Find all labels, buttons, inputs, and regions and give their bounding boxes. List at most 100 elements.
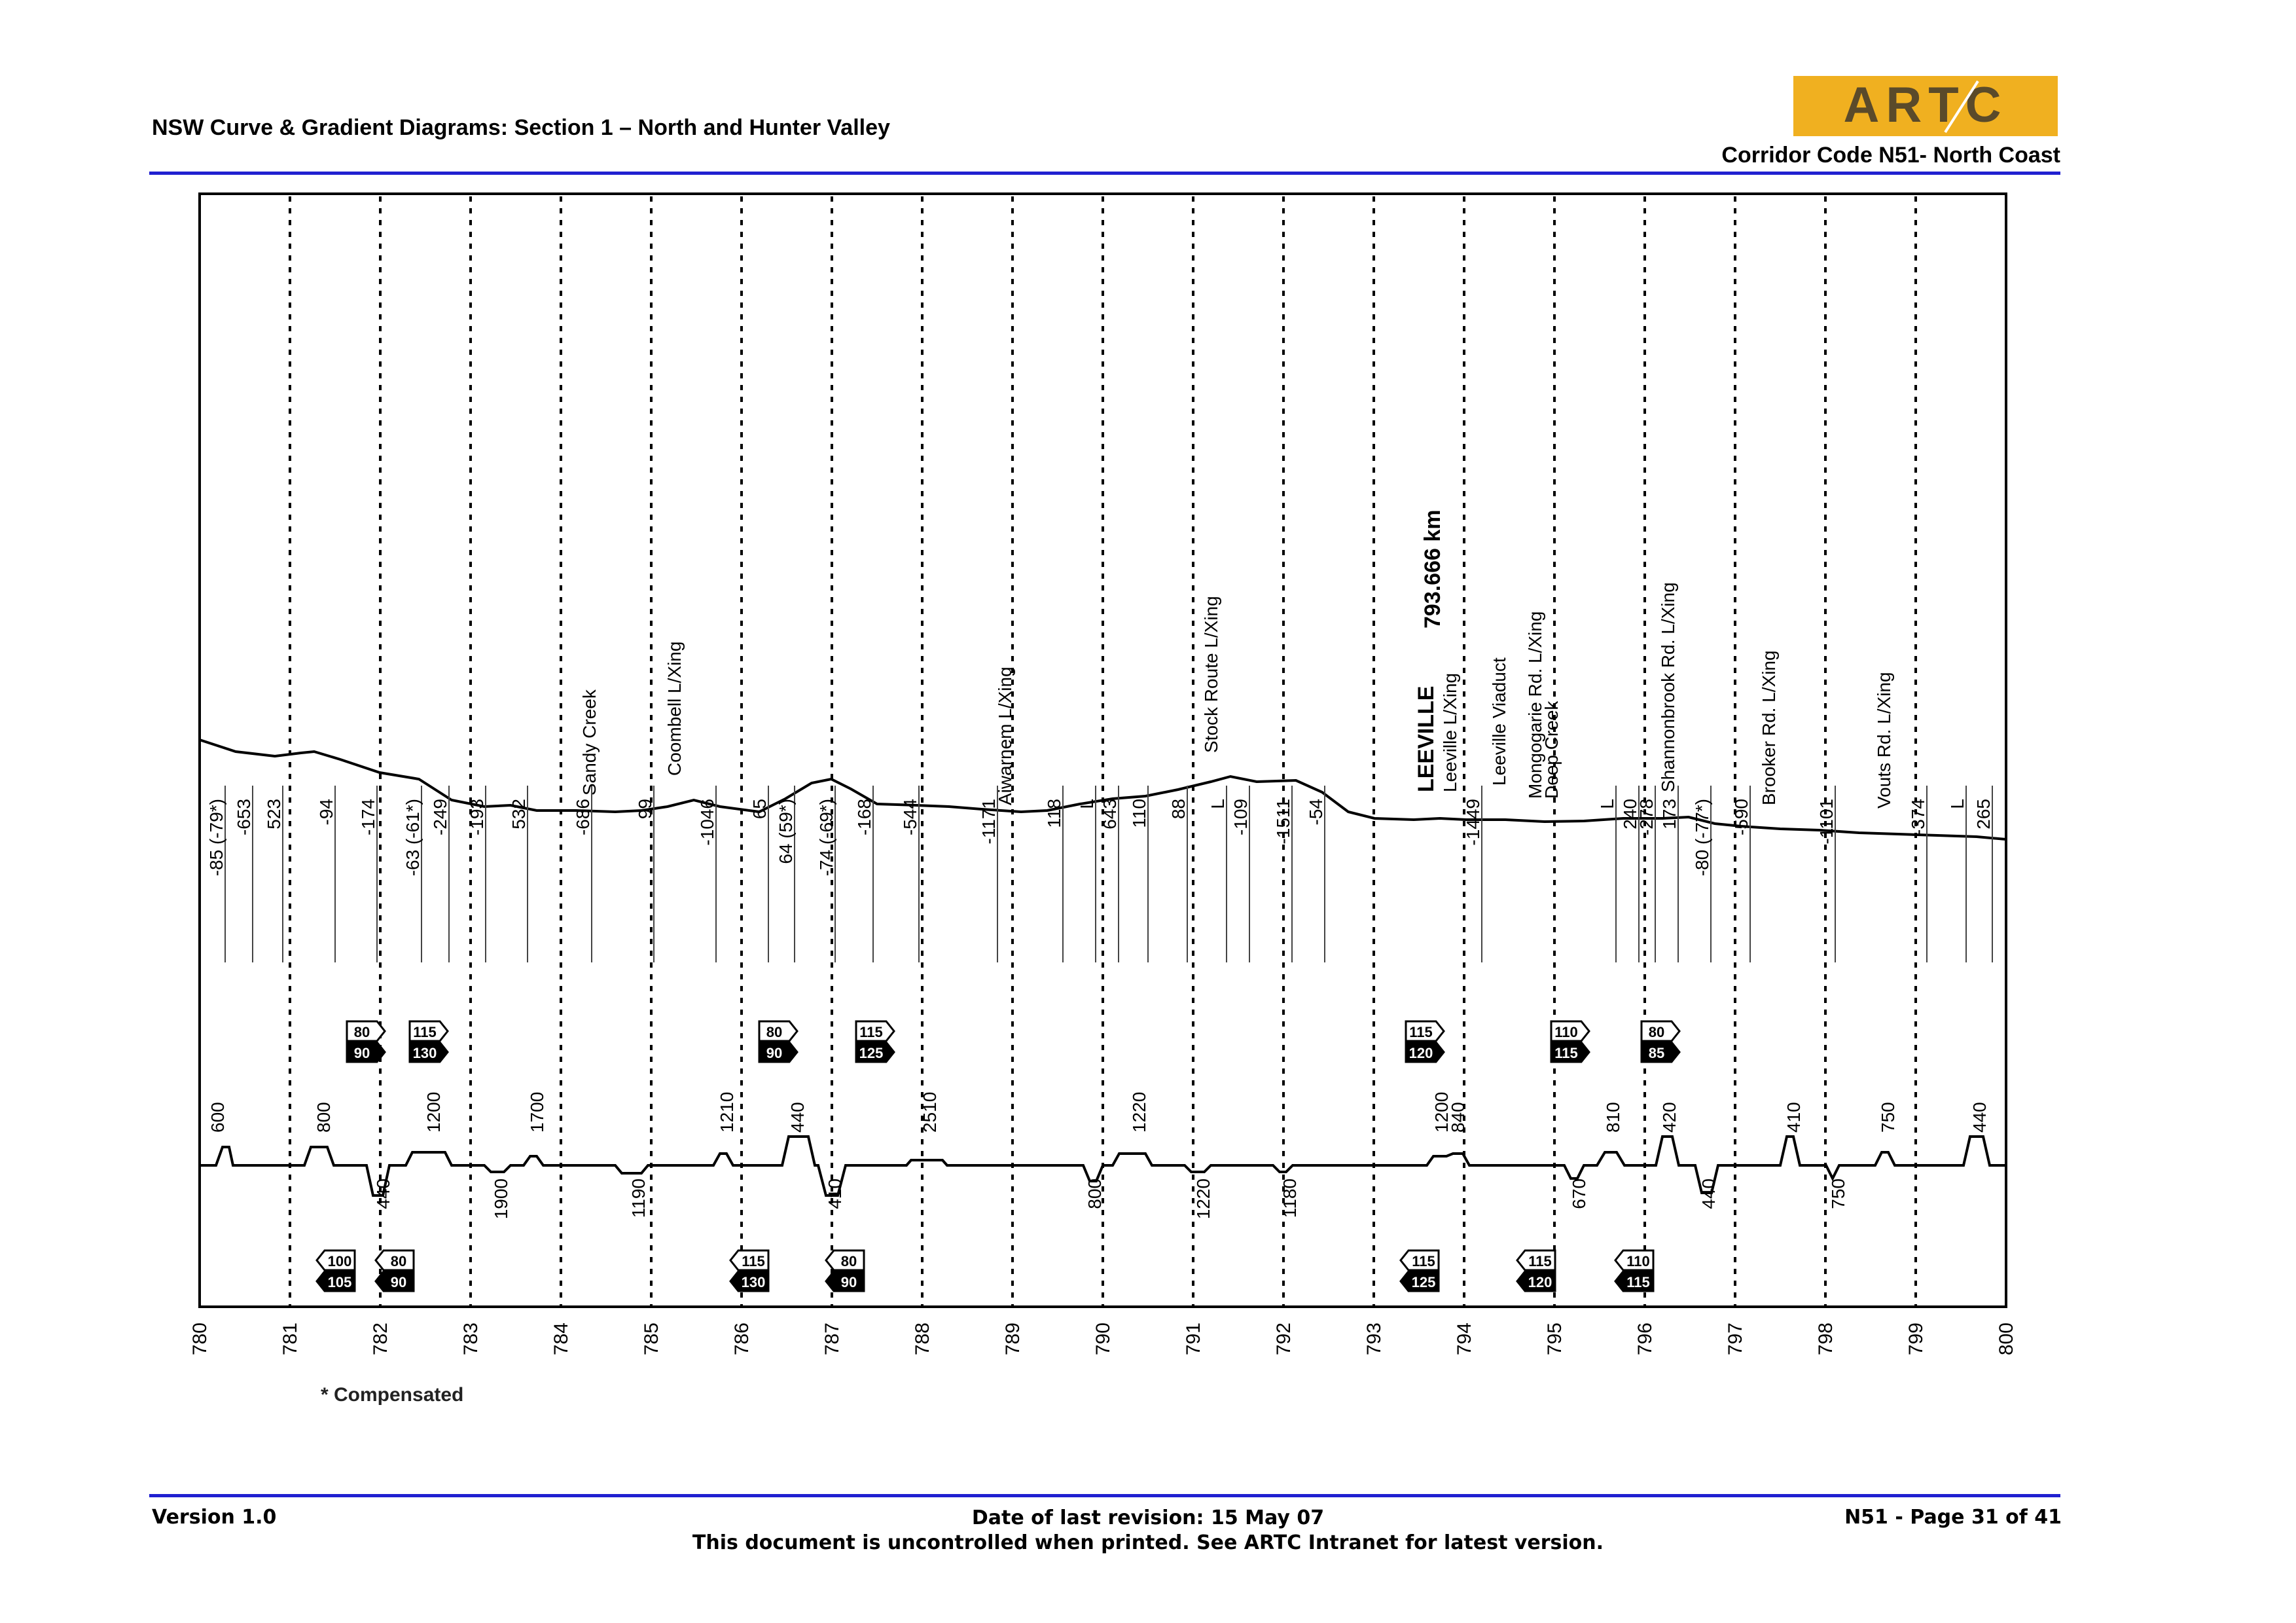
corridor-code: Corridor Code N51- North Coast [1721, 143, 2060, 168]
location-label: Leeville L/Xing [1440, 673, 1460, 792]
speed-sign-top: 115 [1409, 1024, 1433, 1040]
location-label: Leeville Viaduct [1489, 657, 1509, 786]
gradient-label: L [1208, 799, 1228, 809]
gradient-label: 65 [749, 799, 770, 819]
gradient-label: -174 [358, 799, 378, 835]
gradient-label: L [1597, 799, 1617, 809]
curve-radius-lower: 800 [1085, 1178, 1105, 1209]
location-label: Vouts Rd. L/Xing [1874, 672, 1894, 809]
km-tick-label: 785 [641, 1322, 662, 1355]
speed-sign-bottom: 90 [841, 1274, 857, 1290]
revision-info: Date of last revision: 15 May 07 This do… [0, 1506, 2296, 1556]
km-tick-label: 780 [189, 1322, 211, 1355]
gradient-label: 88 [1168, 799, 1189, 819]
gradient-label: -1171 [978, 799, 999, 845]
location-label: Coombell L/Xing [664, 642, 685, 776]
curve-radius-upper: 440 [1969, 1102, 1990, 1133]
location-labels: Sandy Creek Coombell L/Xing Aiwarnem L/Xin… [579, 510, 1894, 809]
curve-radius-lower: 1180 [1280, 1178, 1300, 1218]
gradient-label: 64 (59*) [776, 799, 796, 864]
speed-sign-bottom: 130 [742, 1274, 766, 1290]
curve-radius-upper: 600 [207, 1102, 228, 1133]
curve-radius-upper: 1210 [717, 1092, 737, 1133]
location-label: Mongogarie Rd. L/Xing [1525, 611, 1545, 799]
gradient-label: 265 [1973, 799, 1994, 830]
km-tick-label: 783 [460, 1322, 482, 1355]
gradient-label: -63 (-61*) [403, 799, 423, 876]
curve-radius-upper: 810 [1603, 1102, 1623, 1133]
page-number: N51 - Page 31 of 41 [1844, 1506, 2062, 1529]
gradient-label: 240 [1620, 799, 1640, 830]
speed-sign-bottom: 120 [1409, 1045, 1433, 1061]
curve-radius-upper: 440 [787, 1102, 808, 1133]
km-tick-label: 793 [1363, 1322, 1385, 1355]
km-tick-label: 789 [1002, 1322, 1024, 1355]
gradient-label: -374 [1908, 799, 1928, 835]
location-label: LEEVILLE [1414, 686, 1439, 792]
curve-radius-upper: 420 [1659, 1102, 1679, 1133]
location-label: Aiwarnem L/Xing [995, 666, 1015, 805]
gradient-label: -94 [316, 799, 336, 825]
km-tick-label: 782 [370, 1322, 391, 1355]
gradient-label: -544 [900, 799, 920, 835]
gradient-label: -80 (-77*) [1692, 799, 1712, 876]
location-label: 793.666 km [1420, 510, 1445, 629]
gradient-label: -1046 [697, 799, 717, 846]
gradient-label: -168 [854, 799, 874, 835]
location-label: Stock Route L/Xing [1201, 596, 1221, 753]
speed-sign-top: 110 [1626, 1253, 1650, 1269]
speed-sign-bottom: 90 [354, 1045, 370, 1061]
km-tick-label: 794 [1454, 1322, 1475, 1355]
location-label: Deep Creek [1541, 701, 1562, 799]
curve-radius-upper: 1200 [1431, 1092, 1452, 1133]
diagram-frame [198, 192, 2007, 1308]
speed-sign-bottom: 90 [391, 1274, 406, 1290]
curve-radius-upper: 1200 [423, 1092, 444, 1133]
curve-track-line [200, 1135, 2006, 1197]
gradient-label: -278 [1636, 799, 1657, 835]
speed-sign-bottom: 125 [859, 1045, 884, 1061]
gradient-label: 99 [635, 799, 655, 819]
km-axis-labels: 780 781 782 783 784 785 786 787 788 789 790 791 792 7… [189, 1322, 2017, 1355]
speed-sign-bottom: 115 [1554, 1045, 1578, 1061]
curve-radius-lower: 410 [825, 1178, 845, 1209]
km-tick-label: 781 [279, 1322, 301, 1355]
curve-radius-lower: 1220 [1193, 1178, 1213, 1219]
km-tick-label: 792 [1273, 1322, 1295, 1355]
speed-sign-bottom: 115 [1626, 1274, 1650, 1290]
km-tick-label: 799 [1905, 1322, 1927, 1355]
speed-sign-bottom: 130 [413, 1045, 437, 1061]
speed-sign-top: 115 [413, 1024, 437, 1040]
location-label: Brooker Rd. L/Xing [1759, 650, 1779, 805]
km-tick-label: 798 [1815, 1322, 1837, 1355]
speed-sign-bottom: 120 [1528, 1274, 1552, 1290]
speed-sign-top: 115 [1528, 1253, 1552, 1269]
gradient-label: 118 [1044, 799, 1064, 828]
speed-sign-top: 80 [1649, 1024, 1664, 1040]
curve-radius-upper: 1220 [1129, 1092, 1149, 1133]
speed-sign-bottom: 90 [766, 1045, 782, 1061]
km-tick-label: 791 [1183, 1322, 1204, 1355]
km-tick-label: 786 [731, 1322, 753, 1355]
curve-radius-lower: 1190 [628, 1178, 649, 1218]
curve-radius-upper: 1700 [527, 1092, 547, 1133]
artc-logo: ARTC [1793, 76, 2058, 136]
km-tick-label: 796 [1634, 1322, 1656, 1355]
curve-radius-upper: 410 [1784, 1102, 1804, 1133]
km-gridlines [289, 196, 1917, 1305]
curve-radius-lower: 440 [1698, 1178, 1719, 1209]
speed-sign-top: 100 [328, 1253, 352, 1269]
document-title: NSW Curve & Gradient Diagrams: Section 1… [152, 115, 890, 140]
speed-sign-top: 80 [766, 1024, 782, 1040]
